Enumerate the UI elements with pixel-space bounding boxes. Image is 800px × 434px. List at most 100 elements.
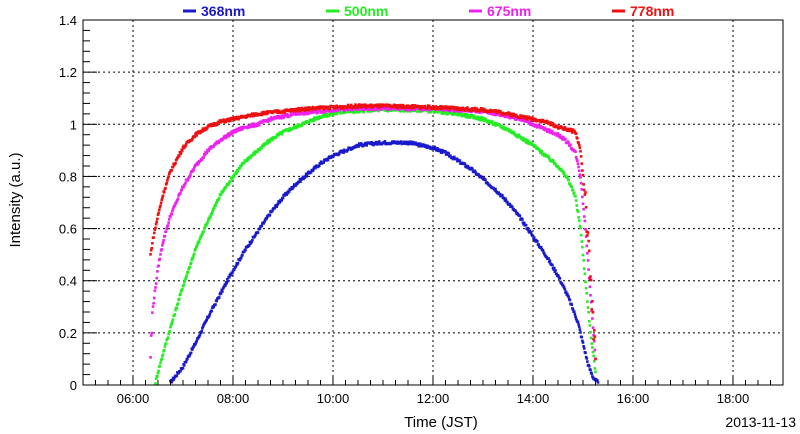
data-point <box>579 233 583 237</box>
data-point <box>596 379 599 382</box>
data-point <box>577 216 580 219</box>
data-point <box>524 223 528 227</box>
data-point <box>517 133 520 136</box>
data-point <box>399 109 403 113</box>
data-point <box>256 231 260 234</box>
data-point <box>587 239 590 243</box>
data-point <box>592 333 595 337</box>
y-tick-label: 0.2 <box>59 326 77 341</box>
data-point <box>557 275 560 278</box>
data-point <box>274 109 278 112</box>
x-tick-label: 14:00 <box>517 391 550 406</box>
data-point <box>152 231 156 235</box>
data-point <box>195 339 199 343</box>
data-point <box>195 162 199 165</box>
data-point <box>586 259 590 262</box>
y-tick-label: 0.6 <box>59 222 77 237</box>
data-point <box>494 113 497 117</box>
data-point <box>578 328 582 331</box>
data-point <box>231 271 234 275</box>
data-point <box>182 185 185 188</box>
data-point <box>526 227 530 230</box>
data-point <box>211 210 214 214</box>
data-point <box>545 128 549 131</box>
data-point <box>167 172 171 176</box>
data-point <box>552 160 555 164</box>
legend-label: 500nm <box>344 3 388 19</box>
data-point <box>579 176 582 179</box>
data-point <box>231 177 234 181</box>
data-point <box>403 108 407 111</box>
data-point <box>476 115 480 119</box>
data-point <box>399 103 402 107</box>
data-point <box>584 227 587 231</box>
data-point <box>576 159 579 163</box>
data-point <box>582 183 585 186</box>
data-point <box>170 380 174 384</box>
data-point <box>582 347 586 350</box>
data-point <box>518 214 522 218</box>
y-tick-label: 1.4 <box>59 13 77 28</box>
data-point <box>207 314 211 318</box>
data-point <box>376 103 379 107</box>
data-point <box>215 299 219 303</box>
data-point <box>585 244 589 248</box>
data-point <box>176 156 180 159</box>
data-point <box>281 196 285 200</box>
data-point <box>531 122 535 126</box>
data-point <box>406 140 410 144</box>
data-point <box>471 109 475 112</box>
data-point <box>283 111 287 114</box>
data-point <box>360 143 364 146</box>
data-point <box>586 234 589 237</box>
data-point <box>357 142 361 145</box>
data-point <box>591 326 595 329</box>
data-point <box>197 240 201 244</box>
data-point <box>172 378 175 381</box>
data-point <box>561 126 565 130</box>
data-point <box>275 205 279 208</box>
data-point <box>511 205 514 209</box>
data-point <box>572 310 576 313</box>
data-point <box>199 159 202 163</box>
data-point <box>366 110 370 113</box>
data-point <box>171 165 175 169</box>
data-point <box>284 191 287 195</box>
data-point <box>287 190 291 193</box>
data-point <box>353 106 357 109</box>
data-point <box>194 247 197 251</box>
data-point <box>354 103 357 106</box>
data-point <box>404 106 408 110</box>
data-point <box>574 317 578 321</box>
data-point <box>311 169 315 172</box>
data-point <box>581 202 585 206</box>
data-point <box>260 224 264 228</box>
data-point <box>585 357 589 360</box>
data-point <box>582 207 585 211</box>
data-point <box>520 117 524 121</box>
data-point <box>479 109 482 112</box>
data-point <box>224 120 228 124</box>
data-point <box>159 361 162 365</box>
data-point <box>149 334 153 337</box>
data-point <box>227 181 231 185</box>
data-point <box>322 161 325 164</box>
data-point <box>594 370 597 374</box>
data-point <box>457 110 461 113</box>
data-point <box>174 202 178 205</box>
y-tick-label: 0 <box>70 378 77 393</box>
data-point <box>574 155 578 159</box>
data-point <box>277 133 280 137</box>
data-point <box>504 197 507 201</box>
data-point <box>577 325 581 329</box>
data-point <box>357 103 361 106</box>
data-point <box>478 111 482 114</box>
data-point <box>192 345 195 348</box>
data-point <box>552 266 556 270</box>
data-point <box>326 158 330 162</box>
data-point <box>515 134 519 137</box>
data-point <box>226 279 230 283</box>
data-point <box>452 113 456 116</box>
